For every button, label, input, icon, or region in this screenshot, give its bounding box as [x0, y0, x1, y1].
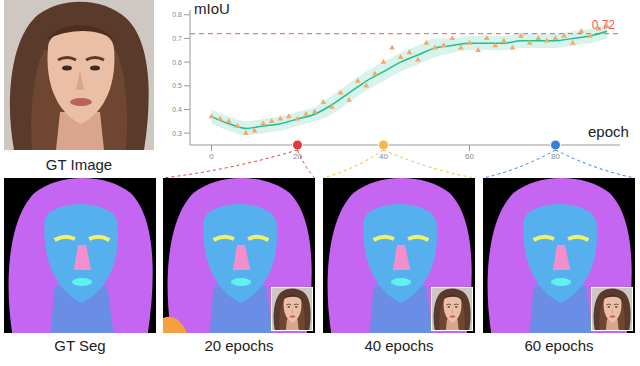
svg-text:40: 40 [379, 152, 388, 161]
html-text:GT Seg: GT Seg [54, 337, 106, 354]
svg-text:80: 80 [551, 152, 560, 161]
svg-text:0.4: 0.4 [172, 106, 182, 113]
svg-text:0.6: 0.6 [172, 59, 182, 66]
svg-text:20: 20 [293, 152, 302, 161]
svg-text:0.5: 0.5 [172, 82, 182, 89]
html-text:GT Image: GT Image [45, 156, 113, 173]
svg-text:0.72: 0.72 [592, 18, 616, 32]
svg-text:0.8: 0.8 [172, 11, 182, 18]
svg-text:60: 60 [465, 152, 474, 161]
html-text:60 epochs: 60 epochs [524, 337, 594, 354]
svg-text:0.7: 0.7 [172, 35, 182, 42]
svg-text:0: 0 [209, 152, 214, 161]
html-text:40 epochs: 40 epochs [364, 337, 434, 354]
html-text:mIoU: mIoU [194, 0, 230, 17]
html-text:epoch: epoch [588, 123, 629, 140]
html-text:20 epochs: 20 epochs [204, 337, 274, 354]
svg-text:0.3: 0.3 [172, 130, 182, 137]
